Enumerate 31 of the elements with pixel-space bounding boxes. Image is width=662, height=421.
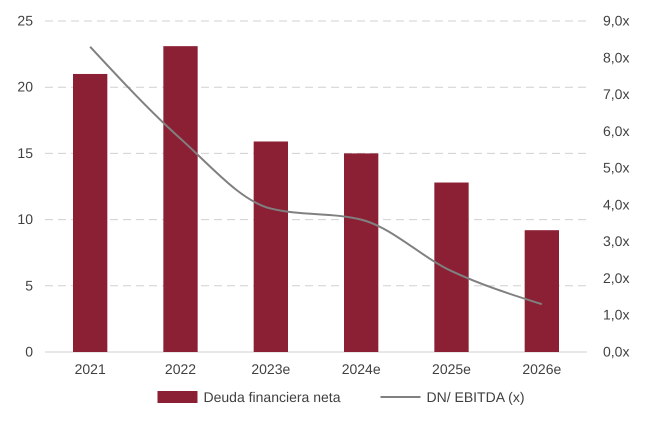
y2-tick-label: 2,0x — [603, 270, 630, 286]
bar — [254, 141, 288, 352]
bar — [434, 182, 469, 352]
y2-tick-label: 6,0x — [603, 122, 630, 139]
y-tick-label: 5 — [25, 277, 34, 294]
x-tick-label: 2021 — [74, 360, 106, 377]
y2-tick-label: 0,0x — [603, 343, 630, 360]
bar — [163, 46, 198, 352]
y2-tick-label: 1,0x — [603, 306, 630, 323]
bar — [344, 153, 378, 352]
y2-tick-label: 9,0x — [603, 12, 630, 28]
y-tick-label: 20 — [17, 78, 34, 95]
x-tick-label: 2024e — [342, 360, 381, 377]
y2-tick-label: 4,0x — [603, 196, 630, 212]
y2-tick-label: 5,0x — [603, 160, 630, 176]
x-tick-label: 2025e — [432, 360, 472, 377]
bar — [73, 74, 108, 352]
bar — [524, 230, 559, 352]
legend-label: DN/ EBITDA (x) — [426, 389, 525, 405]
line-series — [89, 46, 543, 306]
y2-tick-label: 8,0x — [603, 49, 630, 66]
x-tick-label: 2023e — [251, 360, 291, 377]
x-tick-label: 2026e — [522, 360, 562, 377]
y-tick-label: 15 — [17, 144, 34, 161]
x-tick-label: 2022 — [164, 360, 196, 377]
y-tick-label: 25 — [17, 12, 34, 28]
y-tick-label: 10 — [17, 211, 34, 228]
y2-tick-label: 7,0x — [603, 86, 630, 102]
y-tick-label: 0 — [25, 343, 34, 360]
legend-label: Deuda financiera neta — [203, 389, 341, 405]
y2-tick-label: 3,0x — [603, 233, 630, 250]
